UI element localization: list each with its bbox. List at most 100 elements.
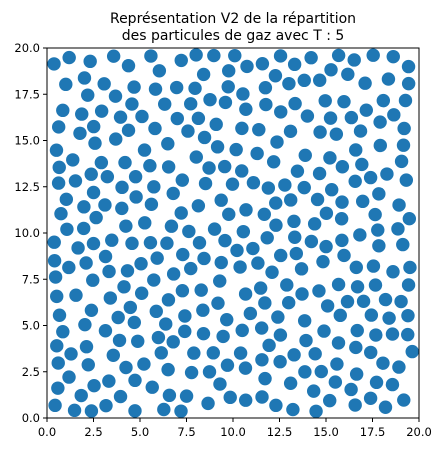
particle-point (324, 63, 338, 77)
x-axis-ticks: 0.0 2.5 5.0 7.5 10.0 12.5 15.0 17.5 20.0 (38, 418, 432, 439)
particle-point (84, 404, 99, 418)
particle-point (218, 233, 232, 248)
x-tick-label: 12.5 (267, 425, 293, 439)
particle-point (230, 243, 244, 258)
particle-point (128, 373, 142, 388)
particle-point (120, 264, 135, 278)
y-tick-label: 12.5 (14, 180, 40, 194)
particle-point (175, 173, 190, 187)
particle-point (86, 273, 100, 287)
particle-point (307, 217, 322, 231)
particle-point (166, 267, 181, 281)
particle-point (294, 262, 309, 276)
particle-point (236, 224, 251, 239)
particle-point (137, 357, 151, 371)
particle-point (112, 333, 127, 348)
particle-point (349, 260, 363, 275)
particle-point (271, 310, 285, 324)
particle-point (295, 287, 309, 301)
particle-point (134, 257, 148, 271)
particle-point (154, 346, 168, 360)
particle-point (381, 72, 396, 86)
particle-point (250, 146, 264, 161)
particle-point (246, 241, 260, 256)
particle-point (118, 155, 132, 170)
particle-point (282, 76, 296, 91)
particle-point (372, 187, 386, 201)
particle-point (68, 174, 83, 188)
particle-point (56, 103, 70, 118)
particle-point (128, 404, 142, 418)
particle-point (364, 308, 379, 322)
particle-point (164, 219, 179, 233)
particle-point (243, 306, 258, 321)
particle-point (207, 48, 221, 63)
x-tick-label: 5.0 (131, 425, 149, 439)
y-tick-label: 0.0 (22, 411, 40, 425)
particle-point (331, 336, 346, 350)
particle-point (98, 249, 113, 264)
particle-point (287, 348, 301, 362)
particle-point (259, 97, 273, 112)
particle-point (175, 284, 190, 298)
particle-point (274, 105, 288, 119)
particle-point (149, 304, 163, 319)
particle-point (368, 278, 383, 292)
particle-point (369, 328, 383, 342)
particle-point (83, 54, 97, 69)
particle-point (274, 248, 288, 263)
particle-point (67, 403, 82, 418)
particle-point (206, 346, 220, 360)
particle-point (179, 389, 194, 403)
particle-point (318, 94, 332, 108)
particle-point (202, 365, 217, 379)
particle-point (183, 97, 198, 111)
particle-point (119, 219, 133, 233)
particle-point (148, 121, 162, 136)
particle-point (401, 327, 415, 342)
particle-point (333, 308, 347, 323)
particle-point (239, 102, 253, 116)
x-tick-label: 17.5 (360, 425, 386, 439)
particle-point (297, 314, 312, 328)
particle-point (115, 201, 129, 216)
particle-point (113, 110, 128, 124)
particle-point (51, 120, 66, 134)
particle-point (103, 291, 118, 305)
particle-point (335, 160, 350, 174)
particle-point (260, 231, 274, 245)
particle-point (217, 159, 232, 174)
particle-point (135, 109, 149, 124)
particle-point (399, 173, 414, 187)
particle-point (308, 347, 322, 361)
particle-point (99, 398, 113, 413)
particle-point (306, 384, 321, 398)
particle-point (158, 97, 172, 111)
particle-point (59, 192, 74, 207)
particle-point (125, 97, 139, 111)
particle-point (127, 315, 142, 330)
particle-point (52, 308, 67, 322)
particle-point (253, 281, 268, 295)
particle-point (47, 235, 61, 249)
particle-point (209, 117, 223, 132)
particle-point (66, 153, 80, 167)
particle-point (238, 393, 253, 407)
particle-point (127, 80, 141, 94)
particle-point (98, 324, 113, 338)
particle-point (202, 161, 216, 175)
particle-point (387, 108, 401, 122)
particle-point (102, 264, 116, 279)
particle-point (192, 236, 207, 250)
particle-point (330, 357, 344, 371)
particle-point (317, 324, 331, 338)
particle-point (373, 138, 387, 153)
particle-point (368, 207, 382, 222)
particle-point (405, 344, 419, 359)
particle-point (145, 380, 159, 394)
particle-point (355, 157, 369, 172)
particle-point (286, 402, 300, 417)
particle-point (105, 233, 119, 247)
